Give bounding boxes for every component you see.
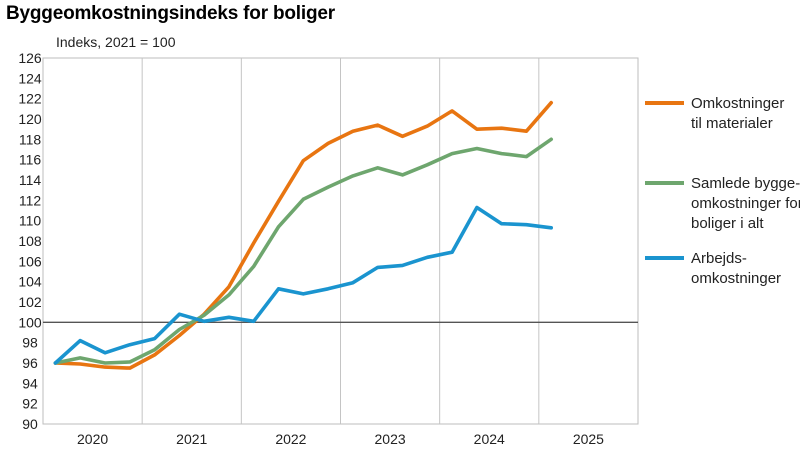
- series-line: [53, 137, 554, 365]
- y-tick-label: 124: [18, 70, 42, 86]
- x-tick-label: 2020: [77, 431, 108, 447]
- series-line: [53, 205, 554, 365]
- legend-label: Omkostninger: [691, 95, 784, 112]
- series-line: [53, 100, 554, 370]
- y-tick-label: 104: [18, 274, 42, 290]
- y-tick-label: 112: [19, 192, 42, 208]
- y-tick-label: 96: [22, 355, 38, 371]
- x-tick-label: 2021: [176, 431, 207, 447]
- chart-grid: [42, 57, 639, 425]
- x-axis-ticks: 2020 2021 2022 2023 2024 2025: [77, 431, 604, 447]
- y-tick-label: 118: [19, 131, 42, 147]
- legend-label: til materialer: [691, 115, 773, 132]
- x-tick-label: 2025: [573, 431, 604, 447]
- x-tick-label: 2024: [474, 431, 505, 447]
- legend-label: Arbejds-: [691, 250, 747, 267]
- y-tick-label: 98: [22, 335, 38, 351]
- y-tick-label: 102: [18, 294, 42, 310]
- legend-label: omkostninger: [691, 270, 781, 287]
- chart-legend: Omkostninger til materialer Samlede bygge-…: [645, 95, 800, 287]
- y-tick-label: 100: [18, 314, 42, 330]
- y-tick-label: 110: [19, 213, 42, 229]
- y-tick-label: 94: [22, 375, 38, 391]
- y-tick-label: 122: [18, 91, 42, 107]
- chart-title: Byggeomkostningsindeks for boliger: [6, 3, 335, 24]
- y-tick-label: 106: [18, 253, 42, 269]
- legend-label: omkostninger for: [691, 195, 800, 212]
- chart-series: [53, 100, 554, 370]
- legend-label: Samlede bygge-: [691, 175, 800, 192]
- y-tick-label: 116: [19, 152, 42, 168]
- x-tick-label: 2023: [375, 431, 406, 447]
- y-axis-ticks: 90 92 94 96 98 100 102 104 106 108 110 112 114 116 118…: [18, 50, 42, 432]
- y-tick-label: 120: [18, 111, 42, 127]
- y-tick-label: 126: [18, 50, 42, 66]
- y-axis-label: Indeks, 2021 = 100: [56, 34, 176, 50]
- legend-label: boliger i alt: [691, 215, 764, 232]
- x-tick-label: 2022: [275, 431, 306, 447]
- y-tick-label: 108: [18, 233, 42, 249]
- y-tick-label: 92: [22, 396, 38, 412]
- y-tick-label: 90: [22, 416, 38, 432]
- y-tick-label: 114: [19, 172, 42, 188]
